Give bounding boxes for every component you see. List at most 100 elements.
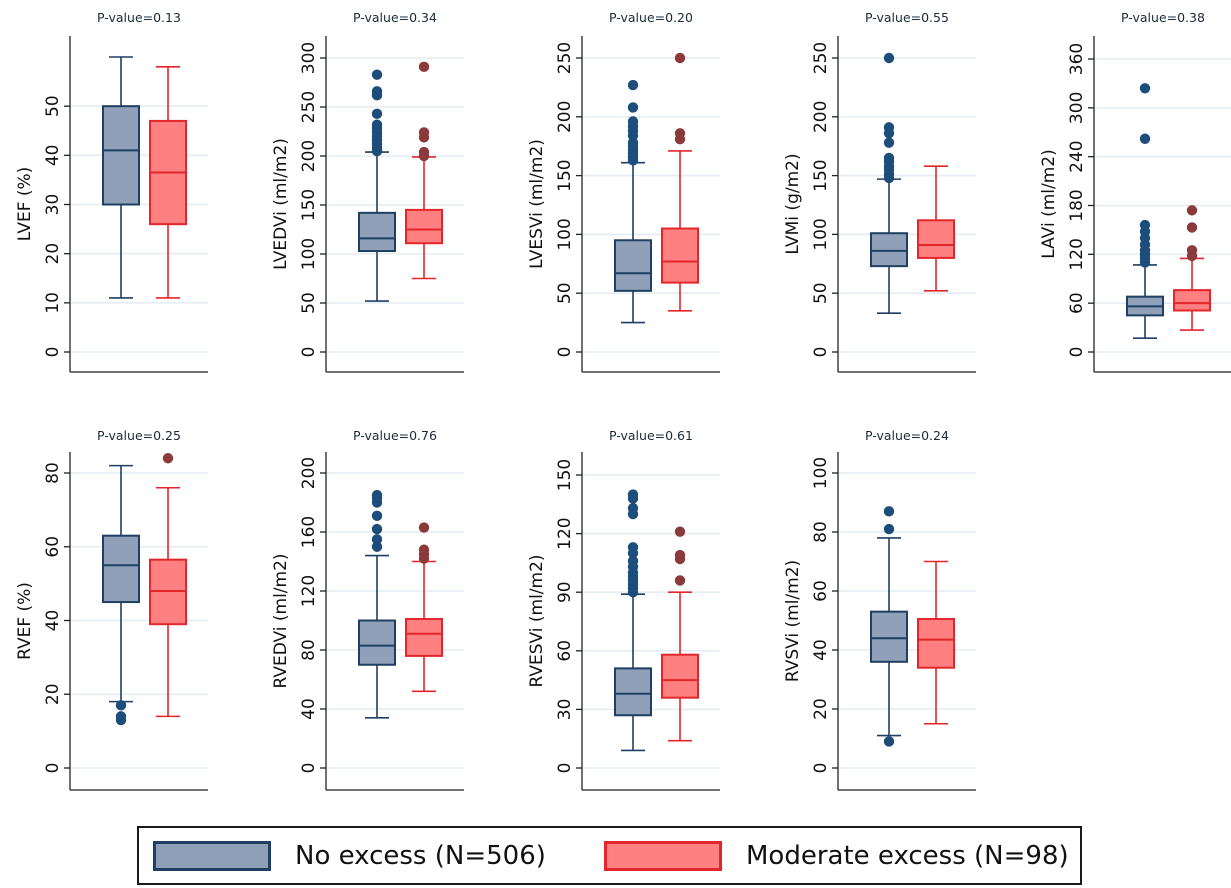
y-tick-label: 240 — [1067, 140, 1087, 172]
y-tick-label: 150 — [555, 159, 575, 191]
outlier-point — [371, 86, 383, 97]
outlier-point — [883, 736, 895, 747]
iqr-box — [917, 219, 955, 259]
y-tick-label: 40 — [43, 610, 63, 632]
iqr-box — [358, 619, 396, 666]
y-tick-label: 0 — [811, 763, 831, 774]
iqr-box — [405, 618, 443, 657]
iqr-box — [1173, 289, 1211, 312]
y-tick-label: 0 — [811, 347, 831, 358]
y-tick-label: 200 — [555, 101, 575, 133]
iqr-box — [661, 653, 699, 699]
outlier-point — [674, 549, 686, 561]
panel-9: 0 20 40 60 80 100 P-value=0.24 RVSVi (ml/m2) — [783, 428, 976, 791]
outlier-point — [627, 489, 639, 500]
box-moderate-excess — [661, 526, 699, 742]
y-tick-label: 40 — [43, 145, 63, 167]
iqr-box — [405, 208, 443, 245]
panel-title: P-value=0.55 — [865, 10, 949, 25]
outlier-point — [1186, 245, 1198, 256]
iqr-box — [102, 105, 140, 206]
y-axis-label: LVESVi (ml/m2) — [527, 139, 547, 269]
box-no-excess — [870, 52, 908, 314]
iqr-box — [870, 232, 908, 268]
outlier-point — [883, 137, 895, 148]
panel-title: P-value=0.38 — [1121, 10, 1205, 25]
y-tick-label: 50 — [555, 282, 575, 304]
y-tick-label: 100 — [555, 218, 575, 250]
outlier-point — [627, 116, 639, 127]
y-tick-label: 300 — [1067, 92, 1087, 124]
box-no-excess — [614, 79, 652, 324]
outlier-point — [627, 102, 639, 113]
legend-label-moderate-excess: Moderate excess (N=98) — [746, 840, 1069, 871]
y-tick-label: 0 — [299, 763, 319, 774]
y-axis-label: RVSVi (ml/m2) — [783, 560, 803, 682]
y-axis-label: LVMi (g/m2) — [783, 153, 803, 254]
y-tick-label: 40 — [811, 639, 831, 661]
legend-item-moderate-excess: Moderate excess (N=98) — [604, 828, 1069, 883]
panel-1: 0 10 20 30 40 50 P-value=0.13 LVEF (%) — [15, 10, 208, 373]
iqr-box — [614, 667, 652, 717]
y-tick-label: 0 — [555, 763, 575, 774]
box-moderate-excess — [405, 61, 443, 280]
y-tick-label: 100 — [811, 457, 831, 489]
y-tick-label: 160 — [299, 516, 319, 548]
y-axis-label: RVEF (%) — [15, 582, 35, 660]
panel-title: P-value=0.34 — [353, 10, 437, 25]
panel-8: 0 30 60 90 120 150 P-value=0.61 RVESVi (ml/m2) — [527, 428, 720, 791]
y-tick-label: 0 — [1067, 347, 1087, 358]
y-tick-label: 20 — [43, 243, 63, 265]
y-tick-label: 90 — [555, 581, 575, 603]
y-tick-label: 100 — [811, 218, 831, 250]
y-tick-label: 250 — [555, 42, 575, 74]
outlier-point — [418, 522, 430, 533]
y-tick-label: 60 — [43, 536, 63, 558]
outlier-point — [162, 453, 174, 464]
y-tick-label: 120 — [1067, 238, 1087, 270]
legend-swatch-moderate-excess — [604, 840, 722, 871]
box-moderate-excess — [917, 165, 955, 292]
panel-title: P-value=0.25 — [97, 428, 181, 443]
y-tick-label: 150 — [299, 189, 319, 221]
y-tick-label: 300 — [299, 42, 319, 74]
legend-item-no-excess: No excess (N=506) — [153, 828, 546, 883]
y-tick-label: 20 — [811, 698, 831, 720]
outlier-point — [1186, 205, 1198, 216]
iqr-box — [358, 211, 396, 253]
box-moderate-excess — [1173, 205, 1211, 331]
outlier-point — [418, 544, 430, 555]
y-tick-label: 200 — [811, 101, 831, 133]
box-moderate-excess — [405, 522, 443, 693]
outlier-point — [371, 69, 383, 80]
outlier-point — [627, 555, 639, 567]
box-no-excess — [358, 69, 396, 302]
outlier-point — [418, 61, 430, 73]
outlier-point — [627, 79, 639, 91]
outlier-point — [371, 510, 383, 521]
y-axis-label: RVESVi (ml/m2) — [527, 554, 547, 687]
y-tick-label: 80 — [811, 521, 831, 543]
y-tick-label: 10 — [43, 292, 63, 314]
legend: No excess (N=506) Moderate excess (N=98) — [137, 826, 1082, 885]
outlier-point — [371, 523, 383, 535]
y-tick-label: 0 — [555, 347, 575, 358]
box-moderate-excess — [149, 66, 187, 299]
y-tick-label: 0 — [43, 347, 63, 358]
panel-title: P-value=0.13 — [97, 10, 181, 25]
box-no-excess — [1126, 83, 1164, 339]
y-tick-label: 100 — [299, 238, 319, 270]
outlier-point — [674, 52, 686, 64]
y-tick-label: 0 — [43, 763, 63, 774]
box-moderate-excess — [149, 453, 187, 718]
box-no-excess — [102, 464, 140, 726]
y-tick-label: 250 — [299, 91, 319, 123]
panel-3: 0 50 100 150 200 250 P-value=0.20 LVESVi (ml/m2… — [527, 10, 720, 373]
y-tick-label: 150 — [811, 159, 831, 191]
y-axis-label: LVEDVi (ml/m2) — [271, 138, 291, 270]
outlier-point — [1139, 219, 1151, 231]
outlier-point — [371, 534, 383, 545]
panel-6: 0 20 40 60 80 P-value=0.25 RVEF (%) — [15, 428, 208, 791]
outlier-point — [627, 542, 639, 553]
